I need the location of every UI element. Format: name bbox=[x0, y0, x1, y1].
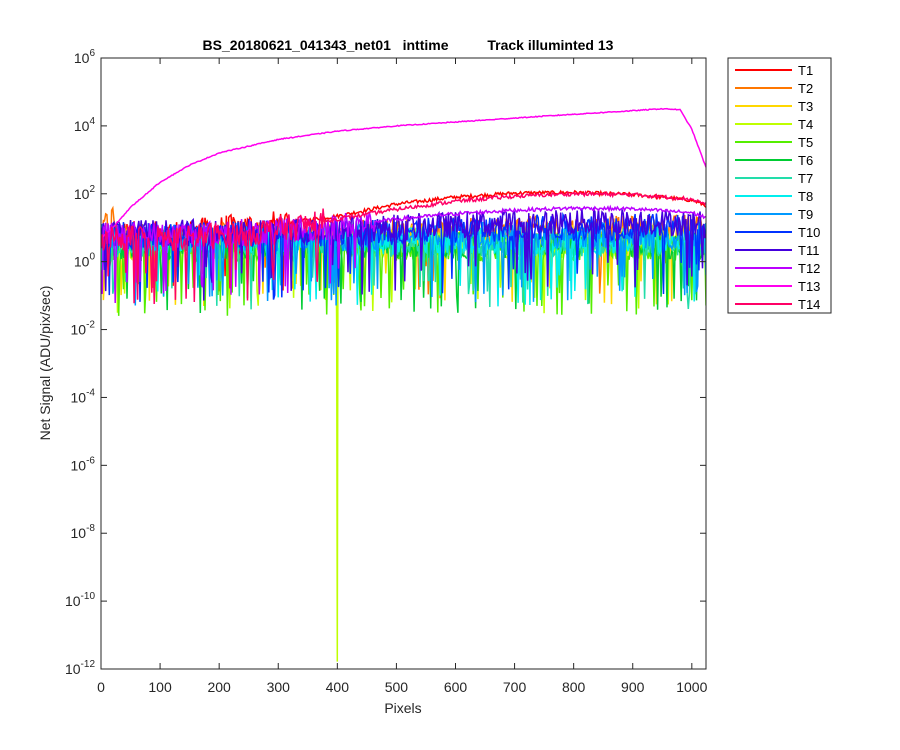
y-tick-label: 102 bbox=[74, 184, 96, 202]
plot-area bbox=[101, 58, 706, 669]
x-tick-label: 900 bbox=[621, 679, 645, 695]
legend-label-t10: T10 bbox=[798, 225, 820, 240]
chart-title: BS_20180621_041343_net01 inttime Track i… bbox=[203, 37, 614, 53]
legend-label-t5: T5 bbox=[798, 135, 813, 150]
y-tick-label: 106 bbox=[74, 48, 96, 66]
legend: T1 T2 T3 T4 T5 T6 T7 T8 T9 T10 T11 T12 T13 T14 bbox=[727, 57, 832, 314]
x-tick-label: 0 bbox=[97, 679, 105, 695]
legend-label-t14: T14 bbox=[798, 297, 820, 312]
y-tick-label: 104 bbox=[74, 116, 96, 134]
series-layer bbox=[101, 107, 706, 662]
x-tick-label: 1000 bbox=[676, 679, 707, 695]
series-line-t13 bbox=[101, 107, 706, 239]
x-tick-label: 100 bbox=[148, 679, 172, 695]
y-tick-label: 10-2 bbox=[71, 320, 96, 338]
series-line-t12 bbox=[101, 204, 706, 304]
legend-label-t13: T13 bbox=[798, 279, 820, 294]
y-tick-label: 10-6 bbox=[71, 455, 96, 473]
x-tick-label: 300 bbox=[267, 679, 291, 695]
y-tick-label: 10-8 bbox=[71, 523, 96, 541]
legend-label-t11: T11 bbox=[798, 243, 819, 258]
x-tick-label: 700 bbox=[503, 679, 527, 695]
y-tick-label: 10-12 bbox=[65, 659, 95, 677]
legend-items: T1 T2 T3 T4 T5 T6 T7 T8 T9 T10 T11 T12 T13 T14 bbox=[735, 63, 820, 312]
legend-label-t7: T7 bbox=[798, 171, 813, 186]
x-axis-label: Pixels bbox=[384, 700, 421, 716]
x-tick-label: 400 bbox=[326, 679, 350, 695]
legend-label-t12: T12 bbox=[798, 261, 820, 276]
y-axis-label: Net Signal (ADU/pix/sec) bbox=[37, 286, 53, 441]
legend-label-t3: T3 bbox=[798, 99, 813, 114]
plot-frame bbox=[100, 57, 707, 670]
legend-label-t8: T8 bbox=[798, 189, 813, 204]
y-tick-label: 100 bbox=[74, 252, 96, 270]
x-tick-label: 200 bbox=[207, 679, 231, 695]
series-line-t14 bbox=[101, 190, 706, 305]
legend-box bbox=[727, 57, 832, 314]
legend-label-t9: T9 bbox=[798, 207, 813, 222]
x-axis-ticks: 0 100 200 300 400 500 600 700 800 900 1000 bbox=[97, 58, 708, 695]
legend-label-t6: T6 bbox=[798, 153, 813, 168]
x-tick-label: 500 bbox=[385, 679, 409, 695]
legend-label-t2: T2 bbox=[798, 81, 813, 96]
legend-label-t4: T4 bbox=[798, 117, 813, 132]
x-tick-label: 600 bbox=[444, 679, 468, 695]
y-axis-ticks: 10-12 10-10 10-8 10-6 10-4 10-2 100 102 104 106 bbox=[65, 48, 706, 677]
y-tick-label: 10-4 bbox=[71, 387, 96, 405]
x-tick-label: 800 bbox=[562, 679, 586, 695]
legend-label-t1: T1 bbox=[798, 63, 813, 78]
y-tick-label: 10-10 bbox=[65, 591, 95, 609]
